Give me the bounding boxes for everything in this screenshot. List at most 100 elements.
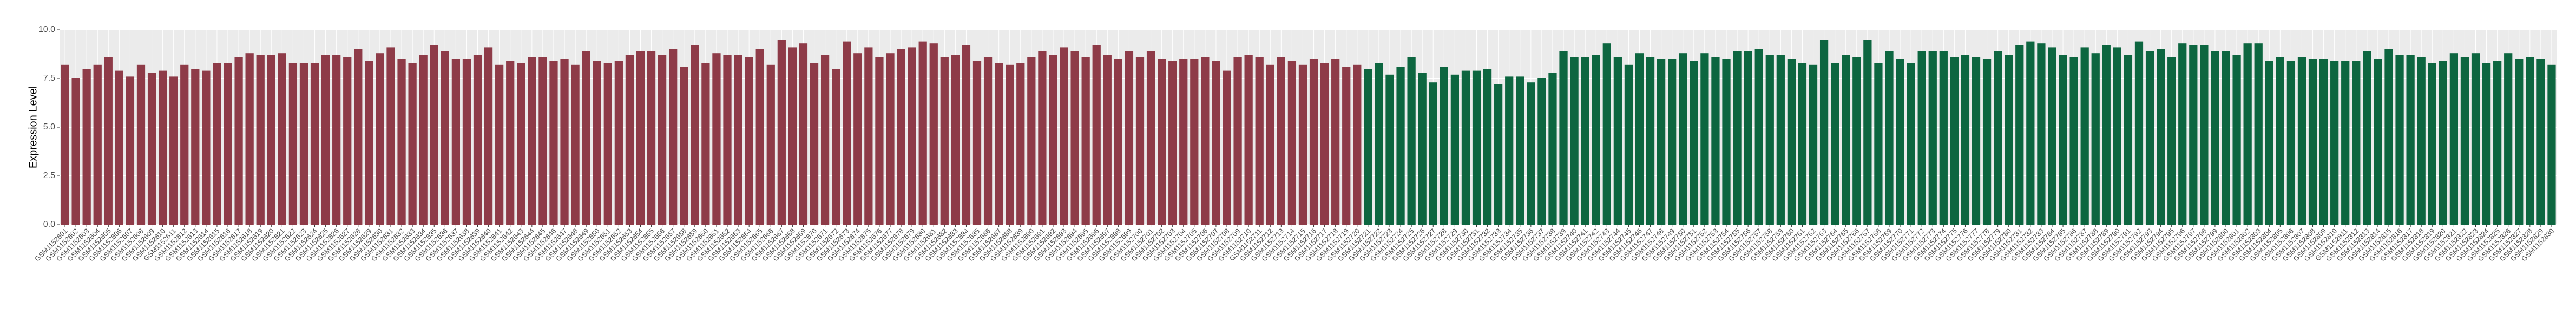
bar <box>267 55 275 225</box>
bar <box>61 64 69 225</box>
bar <box>1972 57 1981 225</box>
bar <box>1472 70 1481 225</box>
y-tick-label: 0.0 <box>43 220 55 229</box>
bar <box>1353 64 1362 225</box>
bar <box>2178 43 2187 225</box>
bar <box>2395 55 2404 225</box>
bar <box>169 76 178 225</box>
bar <box>419 55 428 225</box>
bar <box>799 43 808 225</box>
bar <box>636 51 645 225</box>
bar <box>1733 51 1742 225</box>
bar <box>2460 57 2469 225</box>
bar <box>1266 64 1274 225</box>
bar <box>1657 59 1666 225</box>
bar <box>1559 51 1568 225</box>
bar <box>1842 55 1850 225</box>
bar <box>1016 63 1025 225</box>
bar <box>1277 57 1285 225</box>
bar <box>680 67 688 225</box>
bar <box>1592 55 1600 225</box>
bar <box>93 64 102 225</box>
bar <box>2059 55 2067 225</box>
bar <box>2189 45 2198 225</box>
bar <box>1092 45 1101 225</box>
bar <box>126 76 135 225</box>
bar <box>332 55 341 225</box>
bar <box>1450 74 1460 225</box>
bar <box>71 78 80 225</box>
bar <box>495 64 504 225</box>
bar <box>1483 69 1492 225</box>
bar <box>1060 47 1068 225</box>
bar <box>2547 64 2556 225</box>
bar <box>1885 51 1894 225</box>
bar <box>1809 64 1818 225</box>
bar <box>2352 61 2361 225</box>
bar <box>191 69 200 225</box>
bar <box>1429 82 1437 225</box>
bar <box>972 61 982 225</box>
bar <box>234 57 243 225</box>
bar <box>983 57 993 225</box>
y-tick-label: 10.0 <box>38 25 55 34</box>
bar <box>430 45 438 225</box>
bar <box>2091 53 2100 225</box>
bar <box>745 57 753 225</box>
bar <box>897 49 905 225</box>
bar <box>1223 70 1231 225</box>
bar <box>1006 64 1014 225</box>
bar <box>1874 63 1883 225</box>
bar <box>2297 57 2306 225</box>
bar <box>2211 51 2219 225</box>
bar <box>1407 57 1416 225</box>
bar <box>1309 59 1318 225</box>
bar <box>571 64 580 225</box>
bar <box>462 59 471 225</box>
bar <box>2406 55 2415 225</box>
bar <box>1907 63 1915 225</box>
bar <box>2167 57 2176 225</box>
bar <box>1852 57 1861 225</box>
bar <box>441 51 449 225</box>
bar <box>2200 45 2209 225</box>
bar <box>603 63 612 225</box>
bar <box>278 53 286 225</box>
bar <box>1364 69 1372 225</box>
bar <box>788 47 797 225</box>
bar <box>147 73 156 225</box>
bar <box>1776 55 1785 225</box>
y-tick-label: 2.5 <box>43 171 55 180</box>
bar <box>886 53 895 225</box>
bar <box>712 53 721 225</box>
bar <box>1690 61 1698 225</box>
bar <box>1190 59 1199 225</box>
y-tick-label: 5.0 <box>43 122 55 132</box>
bar <box>136 64 146 225</box>
bar <box>1287 61 1297 225</box>
bar <box>2526 57 2534 225</box>
bar <box>1157 59 1166 225</box>
bar <box>224 63 232 225</box>
bar <box>1418 73 1427 225</box>
bar <box>766 64 775 225</box>
bar <box>1798 63 1807 225</box>
bar <box>397 59 406 225</box>
bar <box>1103 55 1112 225</box>
bar <box>2536 59 2545 225</box>
bar <box>918 41 927 225</box>
bar <box>2145 51 2154 225</box>
bar <box>376 53 384 225</box>
bar <box>1342 67 1351 225</box>
bar <box>669 49 678 225</box>
bar <box>2515 59 2524 225</box>
bar <box>853 53 862 225</box>
bar <box>1527 82 1535 225</box>
bar <box>2026 41 2035 225</box>
bar <box>1819 40 1829 225</box>
bar <box>2265 61 2273 225</box>
bar <box>777 40 786 225</box>
bar <box>2330 61 2339 225</box>
bar <box>1581 57 1589 225</box>
bar <box>256 55 265 225</box>
